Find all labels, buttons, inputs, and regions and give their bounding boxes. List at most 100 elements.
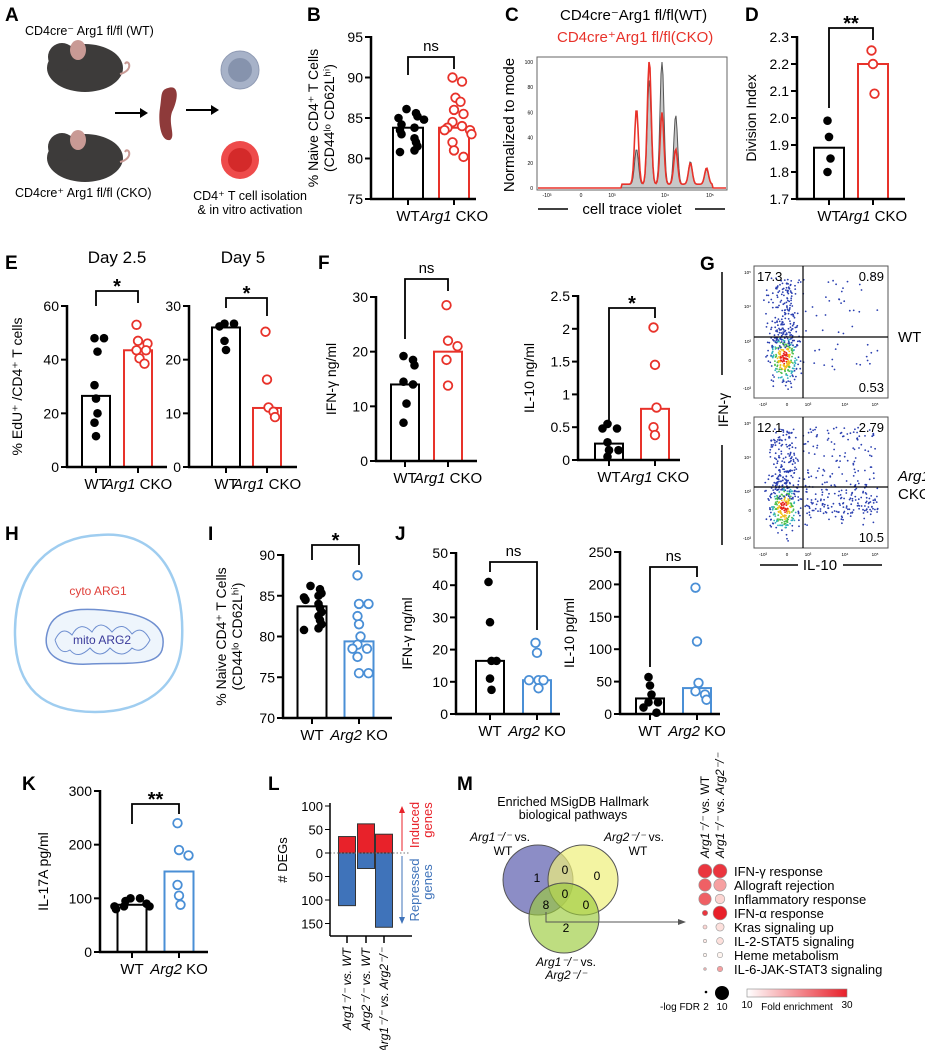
event-dot — [800, 372, 803, 375]
event-dot — [795, 367, 798, 370]
y-tick-label: 0 — [530, 186, 533, 192]
event-dot — [784, 312, 787, 315]
event-dot — [841, 522, 843, 525]
data-point — [140, 345, 152, 356]
arrow-head-icon — [678, 919, 686, 925]
data-point — [648, 322, 659, 333]
event-dot — [806, 524, 808, 526]
event-dot — [788, 481, 791, 484]
event-dot — [838, 490, 840, 493]
event-dot — [776, 460, 779, 463]
event-dot — [871, 435, 874, 438]
data-point — [447, 137, 458, 148]
event-dot — [774, 452, 777, 455]
data-point — [399, 377, 408, 387]
chart-title: Day 2.5 — [88, 248, 147, 267]
event-dot — [792, 505, 794, 508]
event-dot — [771, 445, 774, 448]
event-dot — [779, 354, 782, 356]
event-dot — [793, 490, 796, 493]
event-dot — [790, 297, 793, 300]
event-dot — [772, 522, 775, 525]
event-dot — [830, 484, 833, 487]
event-dot — [787, 361, 790, 364]
event-dot — [767, 301, 770, 304]
event-dot — [772, 338, 774, 341]
mito-arg2-label: mito ARG2 — [73, 633, 131, 647]
event-dot — [822, 468, 825, 471]
event-dot — [780, 524, 782, 527]
data-point — [131, 319, 142, 330]
event-dot — [844, 452, 847, 454]
significance-label: ns — [419, 260, 435, 277]
event-dot — [838, 466, 840, 469]
event-dot — [785, 500, 788, 503]
event-dot — [811, 306, 814, 308]
event-dot — [776, 321, 778, 323]
event-dot — [781, 439, 783, 442]
event-dot — [806, 512, 808, 515]
event-dot — [774, 484, 777, 487]
event-dot — [778, 442, 781, 445]
event-dot — [789, 322, 792, 325]
event-dot — [876, 508, 879, 511]
event-dot — [820, 488, 823, 491]
category-label: Arg2 KO — [667, 723, 726, 740]
color-legend-bar — [746, 988, 848, 998]
event-dot — [840, 515, 843, 518]
event-dot — [797, 483, 800, 486]
y-tick-label: 80 — [347, 151, 363, 167]
event-dot — [793, 454, 796, 456]
event-dot — [776, 294, 778, 297]
event-dot — [787, 292, 790, 295]
quadrant-lr: 0.53 — [859, 380, 884, 395]
event-dot — [791, 305, 794, 307]
event-dot — [780, 372, 783, 375]
event-dot — [790, 502, 793, 505]
event-dot — [795, 490, 797, 493]
event-dot — [792, 352, 794, 355]
event-dot — [772, 513, 775, 516]
event-dot — [768, 515, 771, 518]
data-point — [172, 879, 183, 891]
data-point — [458, 108, 469, 120]
y-tick-label: 300 — [69, 783, 93, 799]
event-dot — [812, 429, 814, 432]
event-dot — [783, 323, 785, 326]
event-dot — [787, 516, 790, 519]
panel-letter-c: C — [505, 5, 519, 26]
event-dot — [794, 326, 797, 329]
category-label: WT — [597, 469, 620, 486]
data-point — [523, 674, 535, 686]
event-dot — [782, 378, 785, 381]
enrichment-dot — [712, 905, 728, 921]
significance-bracket — [828, 27, 874, 108]
event-dot — [821, 494, 824, 496]
bar-repressed — [357, 852, 375, 870]
event-dot — [792, 514, 795, 517]
event-dot — [798, 525, 800, 528]
event-dot — [835, 426, 838, 429]
bar-wt — [81, 394, 111, 468]
event-dot — [783, 495, 785, 498]
event-dot — [795, 457, 797, 459]
event-dot — [793, 367, 795, 370]
event-dot — [832, 427, 835, 430]
x-tick-label: 0 — [786, 402, 789, 407]
event-dot — [774, 492, 776, 495]
event-dot — [786, 494, 788, 496]
event-dot — [857, 498, 860, 501]
x-tick-label: 10⁴ — [842, 552, 849, 557]
y-tick-label: 90 — [347, 70, 363, 86]
event-dot — [774, 346, 777, 348]
event-dot — [798, 279, 800, 281]
event-dot — [791, 350, 794, 352]
data-point — [353, 667, 365, 679]
event-dot — [812, 509, 815, 512]
event-dot — [782, 287, 785, 290]
data-point — [93, 409, 102, 418]
data-point — [485, 674, 495, 683]
chart-j1: 0 10 20 30 40 50 WT Arg2 KO ns IFN-γ ng/ml — [399, 543, 566, 740]
event-dot — [792, 484, 795, 487]
event-dot — [854, 495, 857, 498]
